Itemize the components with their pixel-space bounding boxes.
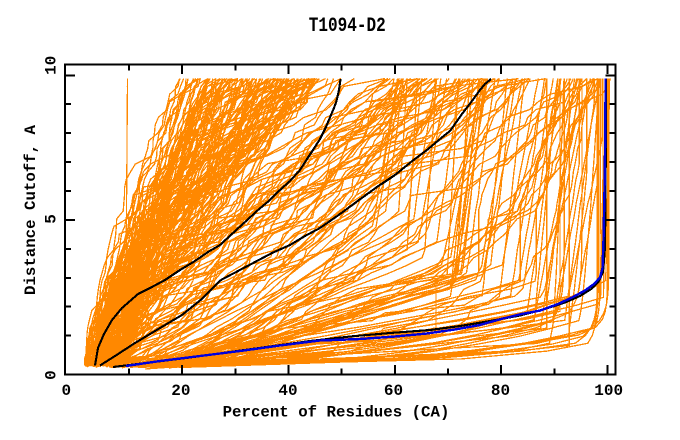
svg-text:Distance Cutoff, A: Distance Cutoff, A <box>22 125 40 295</box>
svg-text:100: 100 <box>594 382 623 400</box>
svg-text:80: 80 <box>491 382 510 400</box>
svg-text:0: 0 <box>61 382 71 400</box>
svg-text:60: 60 <box>384 382 403 400</box>
svg-text:10: 10 <box>43 56 61 75</box>
svg-text:0: 0 <box>43 370 61 380</box>
svg-text:Percent of Residues (CA): Percent of Residues (CA) <box>223 404 450 422</box>
svg-text:40: 40 <box>278 382 297 400</box>
svg-text:T1094-D2: T1094-D2 <box>309 15 386 38</box>
svg-text:5: 5 <box>43 214 61 224</box>
svg-text:20: 20 <box>171 382 190 400</box>
